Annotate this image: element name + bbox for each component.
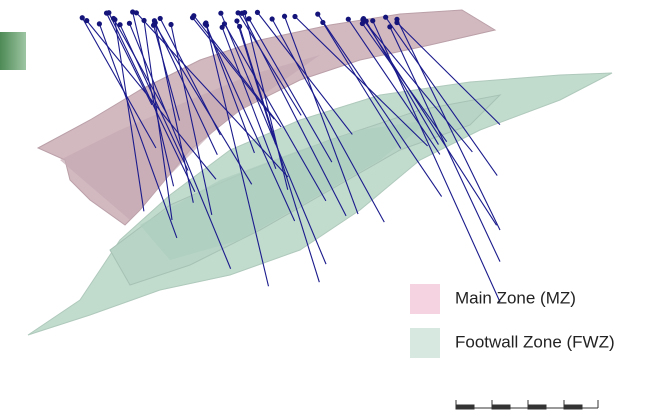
drill-trace — [128, 23, 232, 269]
drill-collar — [110, 15, 117, 22]
drill-trace — [170, 24, 213, 216]
drill-trace — [119, 24, 189, 171]
drill-trace — [193, 15, 282, 128]
drill-collar — [370, 18, 376, 24]
legend: Main Zone (MZ) Footwall Zone (FWZ) — [410, 284, 615, 358]
drill-trace — [192, 17, 275, 120]
legend-label: Footwall Zone (FWZ) — [455, 332, 615, 351]
drill-collar — [254, 9, 261, 15]
scale-bar — [455, 400, 599, 410]
drill-trace — [294, 16, 429, 147]
drill-collar — [157, 15, 163, 22]
drill-trace — [236, 20, 277, 145]
drill-trace — [153, 25, 181, 121]
drill-trace — [257, 12, 353, 135]
drill-trace — [317, 13, 443, 197]
drill-collar — [394, 19, 400, 26]
legend-label: Main Zone (MZ) — [455, 288, 576, 307]
drill-trace — [220, 12, 327, 265]
drill-trace — [244, 12, 289, 190]
drill-trace — [98, 23, 178, 239]
drill-collar — [203, 22, 210, 28]
drill-trace — [396, 22, 501, 126]
drill-collar — [117, 22, 123, 28]
legend-swatch — [410, 284, 440, 314]
drill-collar — [345, 16, 351, 22]
drill-collar — [84, 17, 90, 24]
drill-trace — [206, 25, 255, 154]
drill-trace — [159, 18, 221, 136]
drill-collar — [103, 10, 110, 16]
drill-trace — [154, 23, 253, 185]
drill-trace — [221, 27, 277, 170]
drill-trace — [204, 23, 296, 222]
drill-trace — [143, 20, 173, 221]
edge-fragment — [0, 32, 26, 70]
drill-collar — [235, 10, 241, 16]
drill-trace — [114, 19, 145, 212]
drill-collar — [191, 13, 197, 19]
drill-collar — [96, 21, 102, 27]
drill-collar — [151, 21, 158, 27]
drill-collar — [246, 16, 252, 22]
drill-trace — [106, 12, 153, 106]
drill-collar — [234, 18, 240, 24]
drill-collar — [126, 20, 133, 26]
drill-collar — [242, 9, 248, 16]
drill-trace — [132, 11, 175, 187]
drill-trace — [108, 12, 196, 193]
drill-trace — [396, 19, 501, 231]
drill-collar — [141, 17, 147, 24]
drill-collar — [218, 10, 224, 16]
drill-trace — [322, 22, 402, 149]
drill-trace — [248, 18, 333, 163]
drill-collar — [315, 11, 321, 17]
drill-trace — [363, 18, 498, 226]
drill-collar — [79, 15, 85, 21]
drill-trace — [81, 17, 157, 149]
drill-trace — [347, 18, 441, 155]
drill-holes — [79, 9, 501, 303]
drill-collar — [383, 14, 389, 20]
drill-trace — [113, 18, 168, 114]
drill-trace — [365, 20, 439, 145]
drill-collar — [269, 16, 275, 22]
drill-collar — [281, 13, 288, 19]
drill-collar — [387, 24, 393, 30]
drill-trace — [361, 23, 448, 143]
legend-swatch — [410, 328, 440, 358]
drill-collar — [237, 23, 243, 30]
drill-trace — [385, 16, 498, 176]
drill-trace — [284, 16, 359, 215]
drill-collar — [130, 9, 136, 15]
drill-trace — [223, 23, 327, 202]
drill-collar — [363, 18, 369, 24]
drill-collar — [359, 20, 365, 27]
drill-collar — [168, 21, 174, 28]
drill-trace — [205, 22, 270, 287]
drill-trace — [271, 18, 385, 223]
drill-collar — [292, 13, 298, 20]
